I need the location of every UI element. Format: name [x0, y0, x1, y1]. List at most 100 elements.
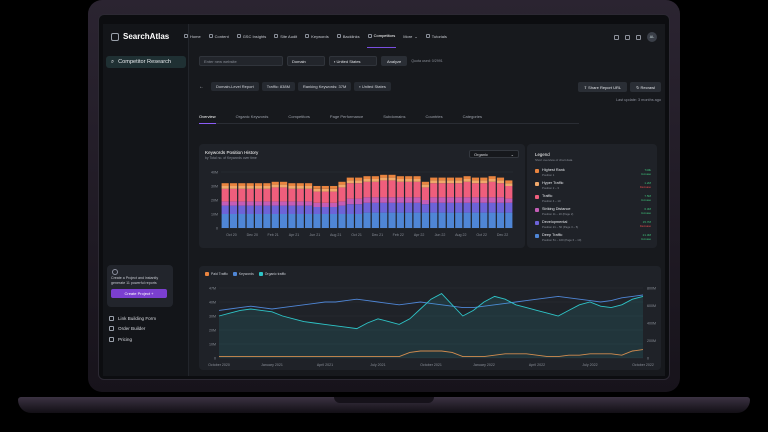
- bar-segment: [505, 212, 513, 228]
- nav-gsc-insights[interactable]: GSC Insights: [236, 24, 268, 48]
- link-icon: [336, 34, 341, 38]
- bar-segment: [321, 207, 329, 214]
- tab-organic-keywords[interactable]: Organic Keywords: [235, 114, 269, 119]
- tab-overview[interactable]: Overview: [199, 114, 216, 124]
- sidebar-link-pricing[interactable]: Pricing: [109, 337, 132, 342]
- bar-segment: [346, 214, 354, 228]
- bar-segment: [221, 214, 229, 228]
- nav-keywords[interactable]: Keywords: [304, 24, 330, 48]
- avatar[interactable]: AL: [647, 32, 657, 42]
- bar-segment: [271, 205, 279, 214]
- bar-segment: [338, 181, 346, 185]
- bar-segment: [254, 201, 263, 206]
- nav-backlinks[interactable]: Backlinks: [336, 24, 361, 48]
- bar-segment: [330, 191, 338, 203]
- message-icon[interactable]: [614, 34, 619, 40]
- brand-name: SearchAtlas: [123, 32, 170, 41]
- app-screen: SearchAtlas ⌕ Competitor Research Create …: [103, 24, 665, 376]
- tab-categories[interactable]: Categories: [462, 114, 482, 119]
- gear-icon[interactable]: [636, 34, 641, 40]
- bar-segment: [505, 186, 513, 199]
- bar-segment: [380, 177, 388, 181]
- sidebar-link-order-builder[interactable]: Order Builder: [109, 326, 145, 331]
- tab-competitors[interactable]: Competitors: [288, 114, 310, 119]
- bar-segment: [263, 214, 271, 228]
- legend-title: Legend: [535, 152, 550, 157]
- y-tick-label-left: 10M: [209, 343, 216, 347]
- sidebar-item-competitor-research[interactable]: ⌕ Competitor Research: [106, 56, 186, 68]
- bar-segment: [371, 176, 379, 179]
- bar-segment: [446, 202, 454, 213]
- nav-content[interactable]: Content: [208, 24, 230, 48]
- y-tick-label-right: 200M: [647, 339, 656, 343]
- organic-select[interactable]: Organic ⌄: [469, 150, 519, 158]
- bar-segment: [371, 181, 379, 198]
- sidebar-link-link-building[interactable]: Link Building Form: [109, 316, 156, 321]
- bar-segment: [355, 177, 363, 181]
- legend-paid-traffic[interactable]: Paid Traffic: [205, 272, 228, 276]
- last-update: Last update: 3 months ago: [616, 98, 661, 102]
- logo[interactable]: SearchAtlas: [111, 32, 169, 41]
- bar-segment: [488, 197, 496, 203]
- bar-segment: [280, 184, 288, 188]
- website-input[interactable]: Enter new website: [199, 56, 283, 66]
- create-project-button[interactable]: Create Project +: [111, 289, 167, 298]
- nav-more[interactable]: More ⌄: [402, 24, 418, 48]
- bar-segment: [480, 177, 488, 181]
- bar-segment: [455, 177, 463, 181]
- bar-segment: [463, 181, 471, 198]
- nav-label: Home: [190, 33, 201, 39]
- chevron-down-icon: ⌄: [414, 33, 418, 39]
- bar-segment: [388, 180, 396, 198]
- tab-page-performance[interactable]: Page Performance: [329, 114, 364, 119]
- share-report-button[interactable]: ⇪ Share Report URL: [577, 82, 628, 92]
- tab-countries[interactable]: Countries: [425, 114, 443, 119]
- analyze-button[interactable]: Analyze: [381, 56, 408, 66]
- tab-subdomains[interactable]: Subdomains: [383, 114, 406, 119]
- bar-segment: [438, 202, 446, 213]
- legend-organic-traffic[interactable]: Organic traffic: [258, 272, 286, 276]
- bar-segment: [321, 202, 329, 207]
- traffic-chip: Traffic: 838M: [261, 82, 295, 91]
- tag-icon: [109, 337, 114, 342]
- nav-home[interactable]: Home: [183, 24, 202, 48]
- recrawl-button[interactable]: ↻ Recrawl: [630, 82, 661, 92]
- x-tick-label: Oct 22: [476, 233, 487, 237]
- legend-item: Deep Traffic Position 51 – 100 (Page 6 –…: [535, 233, 651, 243]
- bar-segment: [488, 176, 496, 179]
- nav-site-audit[interactable]: Site Audit: [273, 24, 298, 48]
- chart-icon: [236, 34, 241, 38]
- bar-segment: [480, 197, 488, 203]
- keywords-bar-chart: 0 10M 20M 30M 40M Oct 20 Dec 20 Feb 21 Apr 21 Jun…: [211, 171, 513, 237]
- bar-segment: [480, 180, 488, 184]
- nav-tutorials[interactable]: Tutorials: [425, 24, 448, 48]
- y-tick-label: 10M: [211, 213, 218, 217]
- promo-text: Create a Project and instantly generate …: [111, 276, 159, 285]
- bar-segment: [305, 201, 313, 206]
- country-select[interactable]: ▪ United States: [329, 56, 377, 66]
- quota-text: Quota used: 0/2991: [411, 59, 443, 63]
- bar-segment: [388, 212, 396, 228]
- bar-segment: [313, 214, 321, 228]
- bar-segment: [463, 202, 471, 213]
- bar-segment: [413, 212, 421, 228]
- top-right-icons: AL: [614, 32, 657, 42]
- card-subtitle: by Total no. of Keywords over time: [205, 156, 257, 160]
- nav-competitors[interactable]: Competitors: [366, 24, 397, 48]
- y-tick-label-left: 0: [214, 357, 216, 361]
- back-arrow-icon[interactable]: ←: [199, 83, 204, 90]
- bar-segment: [271, 214, 279, 228]
- bar-segment: [238, 183, 246, 186]
- keywords-position-card: Keywords Position History by Total no. o…: [199, 144, 525, 248]
- bar-segment: [496, 202, 505, 213]
- bar-segment: [346, 183, 354, 199]
- legend-keywords[interactable]: Keywords: [232, 272, 254, 276]
- domain-select[interactable]: Domain: [287, 56, 325, 66]
- content-icon: [208, 34, 213, 38]
- bar-segment: [288, 201, 296, 206]
- bar-segment: [271, 181, 279, 185]
- bell-icon[interactable]: [625, 34, 630, 40]
- traffic-legend: Paid Traffic Keywords Organic traffic: [205, 272, 286, 276]
- bar-segment: [280, 201, 288, 206]
- legend-item: Developmental Position 21 – 50 (Page 3 –…: [535, 220, 651, 230]
